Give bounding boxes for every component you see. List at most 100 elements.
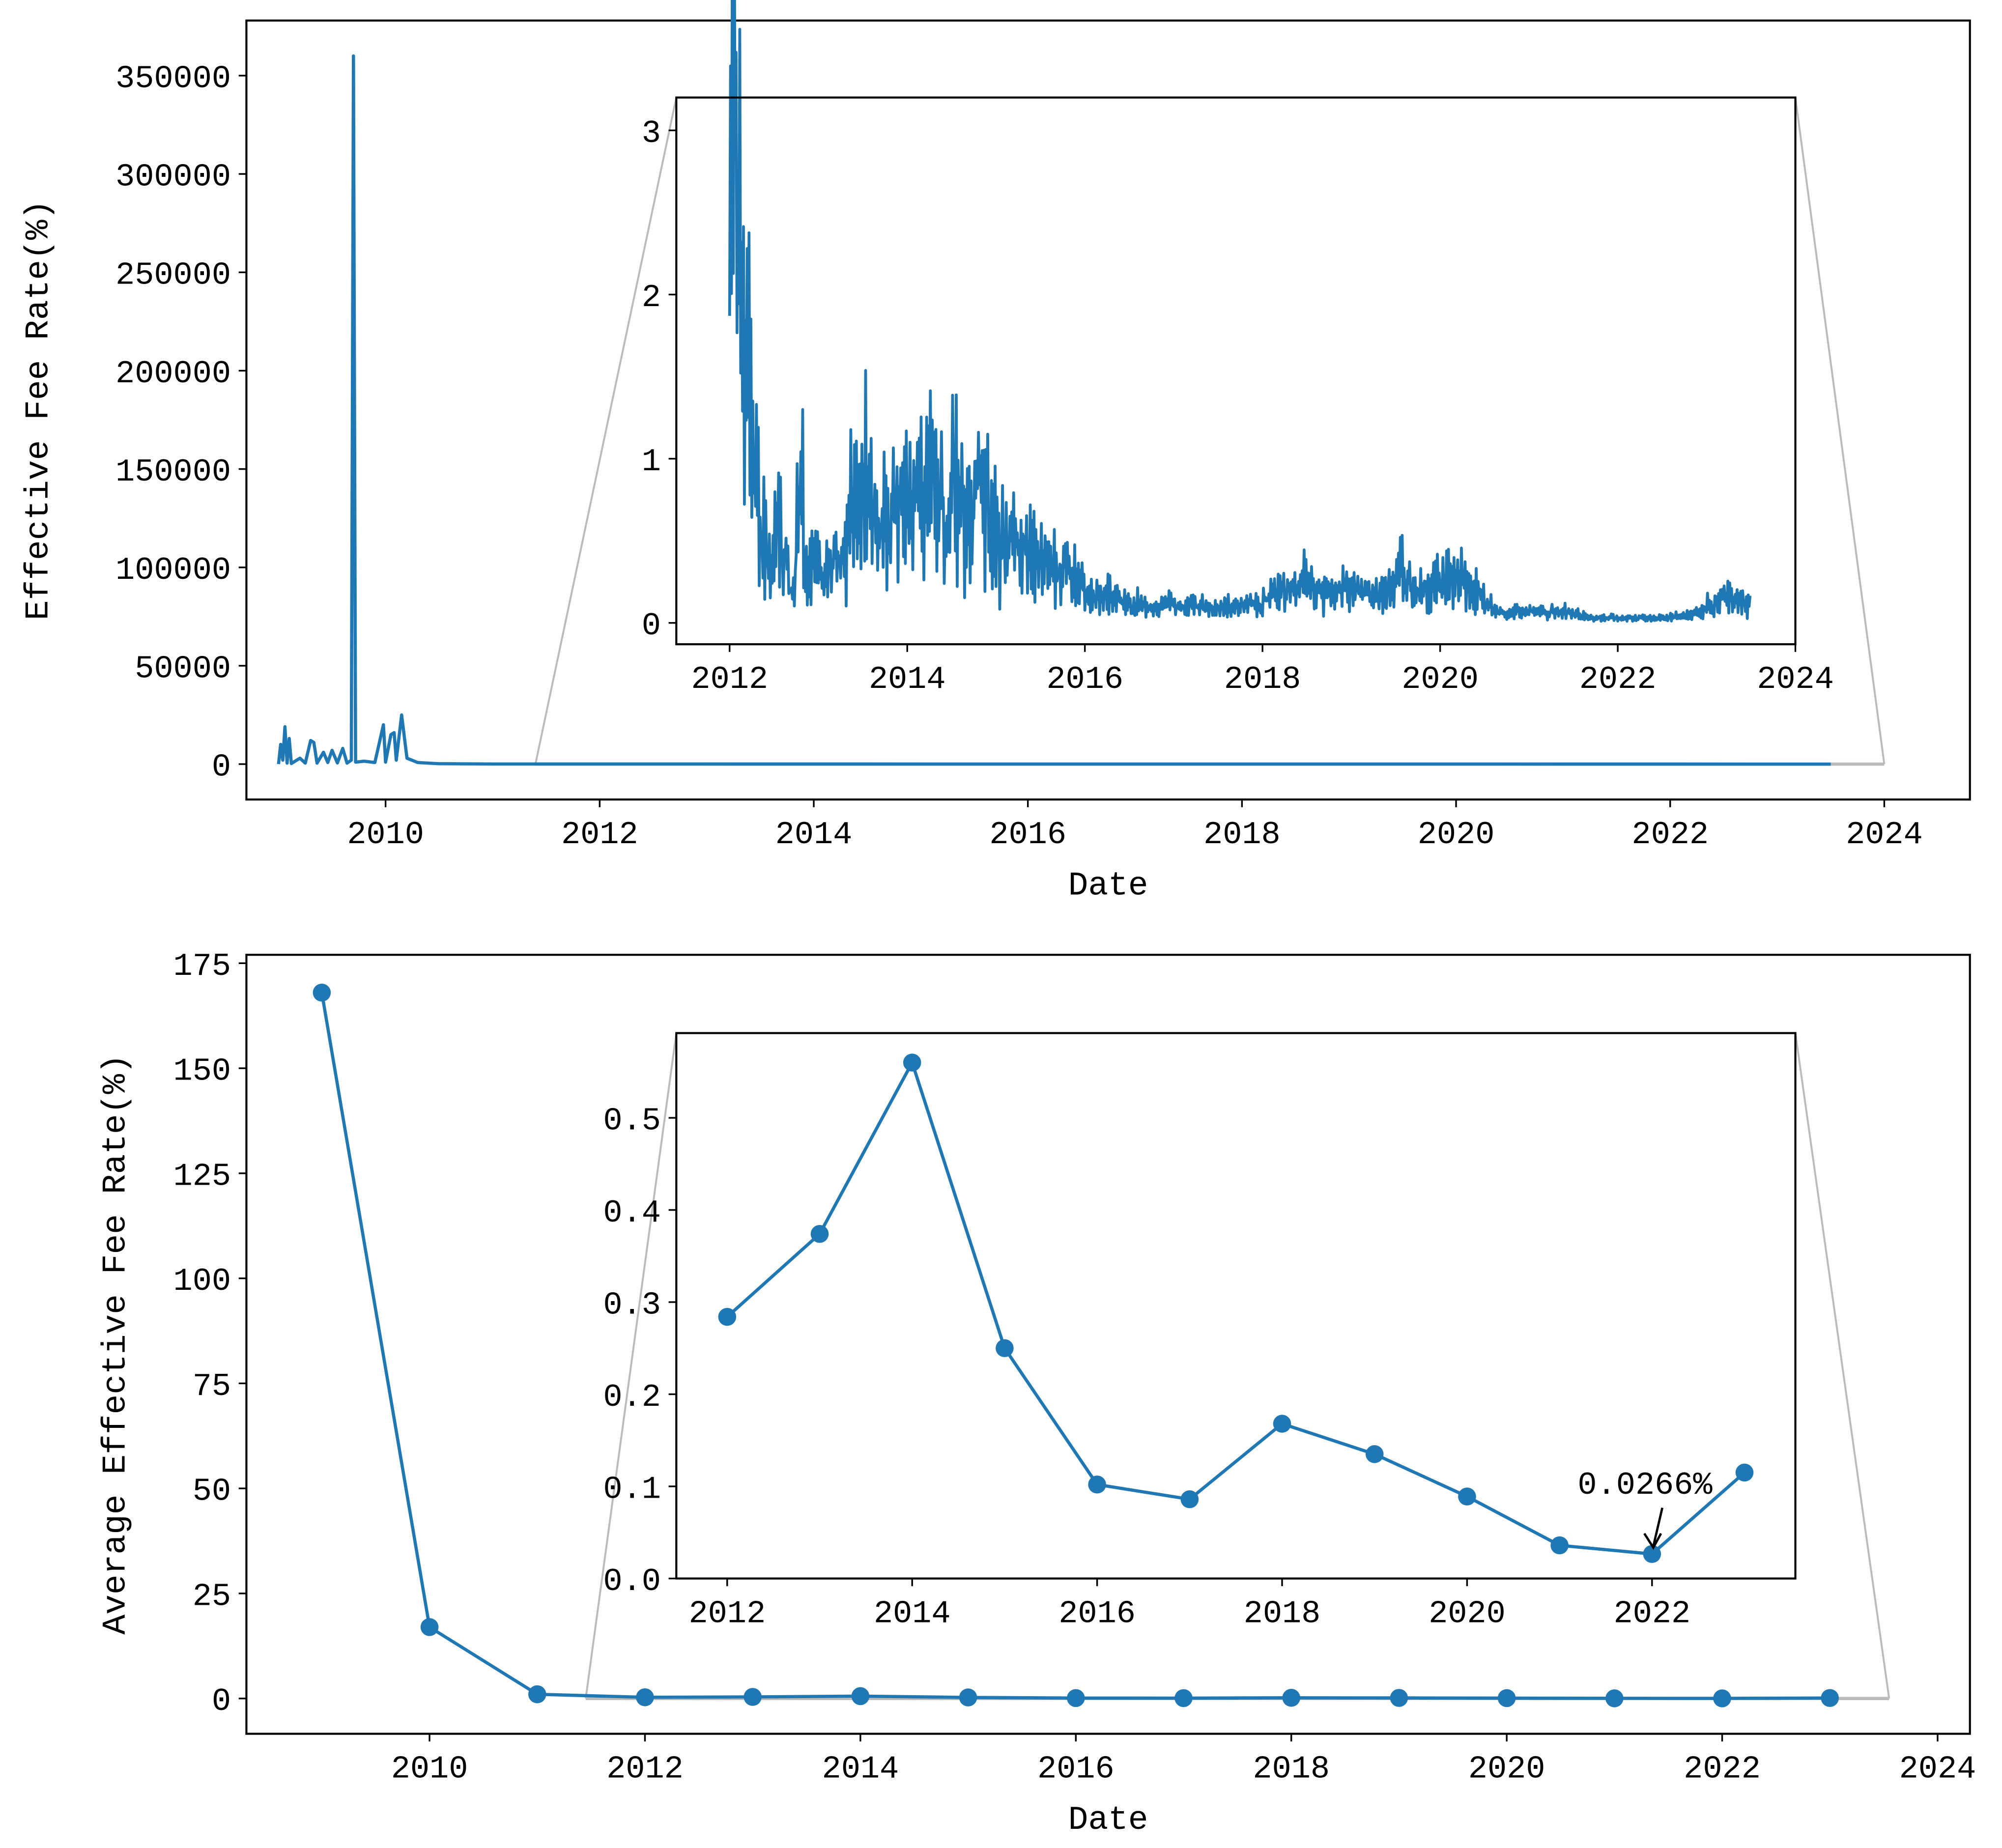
top-main-ytick-label: 250000: [115, 257, 231, 294]
bottom-inset-xtick-label: 2016: [1058, 1595, 1136, 1632]
top-inset-ytick-label: 2: [642, 280, 661, 316]
bottom-inset-data-point: [903, 1053, 921, 1072]
top-main-xtick-label: 2012: [561, 817, 638, 853]
bottom-inset-ytick-label: 0.3: [603, 1287, 661, 1324]
top-inset-frame: [675, 96, 1797, 646]
top-inset-series-line: [728, 0, 1752, 623]
bottom-inset-series-line: [726, 1061, 1746, 1556]
top-inset-xtick-label: 2018: [1224, 661, 1301, 698]
bottom-inset-data-point: [1735, 1463, 1754, 1482]
bottom-inset-data-point: [1550, 1536, 1569, 1555]
top-inset-ytick-label: 0: [642, 608, 661, 644]
bottom-main-data-point: [1821, 1689, 1839, 1707]
bottom-inset-data-point: [1180, 1490, 1199, 1508]
bottom-main-data-point: [1174, 1689, 1193, 1707]
bottom-main-xtick-label: 2018: [1253, 1751, 1330, 1787]
top-inset-background: [676, 97, 1796, 645]
bottom-inset-xtick-label: 2018: [1244, 1595, 1321, 1632]
connector-line-bottom-right: [1794, 1033, 1890, 1699]
bottom-main-ytick-label: 150: [173, 1053, 231, 1090]
top-inset-ytick-label: 1: [642, 444, 661, 480]
bottom-main-data-point: [1713, 1689, 1731, 1707]
bottom-main-data-point: [1282, 1689, 1300, 1707]
top-inset-xtick-label: 2014: [869, 661, 946, 698]
bottom-main-ytick-label: 75: [193, 1368, 231, 1405]
top-main-xtick-label: 2010: [347, 817, 424, 853]
top-main-ytick-label: 150000: [115, 454, 231, 490]
top-main-ytick-label: 50000: [135, 651, 231, 687]
bottom-main-data-point: [744, 1688, 762, 1706]
top-main-xtick-label: 2014: [775, 817, 853, 853]
bottom-main-data-point: [313, 983, 331, 1002]
bottom-main-xtick-label: 2020: [1468, 1751, 1545, 1787]
bottom-main-data-point: [1067, 1689, 1085, 1707]
bottom-inset-data-point: [1365, 1445, 1384, 1463]
top-main-ylabel: Effective Fee Rate(%): [20, 200, 58, 621]
bottom-main-data-point: [1605, 1689, 1624, 1707]
bottom-inset-data-point: [1088, 1475, 1106, 1494]
bottom-main-ylabel: Average Effective Fee Rate(%): [97, 1054, 135, 1635]
annotation-arrow: [1652, 1507, 1664, 1547]
bottom-main-xtick-label: 2024: [1899, 1751, 1976, 1787]
annotation-arrowhead: [1643, 1533, 1662, 1550]
top-main-xtick-label: 2016: [989, 817, 1066, 853]
top-main-ytick-label: 0: [212, 749, 231, 786]
bottom-inset-data-point: [1273, 1415, 1291, 1433]
top-main-frame: [245, 19, 1971, 801]
bottom-inset-data-point: [718, 1308, 737, 1326]
bottom-inset-data-point: [810, 1224, 829, 1243]
top-main-xtick-label: 2018: [1203, 817, 1281, 853]
bottom-main-xtick-label: 2016: [1037, 1751, 1115, 1787]
top-main-xtick-label: 2024: [1846, 817, 1923, 853]
bottom-main-xtick-label: 2012: [606, 1751, 684, 1787]
top-inset-xtick-label: 2012: [691, 661, 768, 698]
top-inset-xtick-label: 2016: [1046, 661, 1123, 698]
bottom-main-data-point: [959, 1688, 977, 1706]
bottom-main-data-point: [420, 1618, 439, 1636]
top-inset-xtick-label: 2020: [1401, 661, 1479, 698]
bottom-main-ytick-label: 25: [193, 1578, 231, 1615]
bottom-main-data-point: [528, 1685, 546, 1704]
top-main-series-line: [277, 54, 1831, 766]
connector-line-bottom-left: [584, 1033, 678, 1699]
top-inset-xtick-label: 2022: [1579, 661, 1657, 698]
bottom-main-data-point: [1390, 1689, 1408, 1707]
top-main-xtick-label: 2022: [1631, 817, 1709, 853]
top-inset-ytick-label: 3: [642, 115, 661, 152]
bottom-inset-xtick-label: 2014: [874, 1595, 951, 1632]
annotation-label: 0.0266%: [1577, 1467, 1713, 1504]
bottom-main-frame: [245, 954, 1971, 1735]
bottom-inset-xtick-label: 2012: [688, 1595, 766, 1632]
bottom-main-data-point: [1497, 1689, 1516, 1707]
connector-line-top-left: [534, 97, 678, 765]
bottom-main-data-point: [851, 1687, 870, 1706]
top-inset-xtick-label: 2024: [1757, 661, 1834, 698]
top-main-xtick-label: 2020: [1418, 817, 1495, 853]
bottom-main-xtick-label: 2010: [391, 1751, 468, 1787]
bottom-inset-ytick-label: 0.0: [603, 1564, 661, 1600]
connector-line-top-right: [1794, 97, 1886, 765]
bottom-main-xtick-label: 2014: [822, 1751, 899, 1787]
bottom-main-data-point: [636, 1688, 654, 1706]
bottom-inset-ytick-label: 0.2: [603, 1379, 661, 1416]
top-main-ytick-label: 300000: [115, 159, 231, 196]
bottom-main-xtick-label: 2022: [1684, 1751, 1761, 1787]
bottom-main-ytick-label: 50: [193, 1474, 231, 1510]
bottom-main-ytick-label: 0: [212, 1683, 231, 1720]
top-main-ytick-label: 100000: [115, 552, 231, 589]
bottom-inset-xtick-label: 2020: [1429, 1595, 1506, 1632]
bottom-main-ytick-label: 125: [173, 1158, 231, 1194]
bottom-main-xlabel: Date: [1068, 1801, 1148, 1839]
bottom-inset-ytick-label: 0.1: [603, 1472, 661, 1508]
bottom-inset-data-point: [1458, 1487, 1476, 1506]
bottom-inset-data-point: [996, 1339, 1014, 1358]
bottom-main-ytick-label: 175: [173, 948, 231, 985]
bottom-inset-ytick-label: 0.5: [603, 1103, 661, 1139]
bottom-inset-ytick-label: 0.4: [603, 1195, 661, 1231]
bottom-inset-background: [676, 1033, 1796, 1579]
top-main-xlabel: Date: [1068, 867, 1148, 905]
bottom-inset-data-point: [1643, 1545, 1661, 1563]
top-main-ytick-label: 350000: [115, 60, 231, 97]
bottom-inset-xtick-label: 2022: [1613, 1595, 1690, 1632]
